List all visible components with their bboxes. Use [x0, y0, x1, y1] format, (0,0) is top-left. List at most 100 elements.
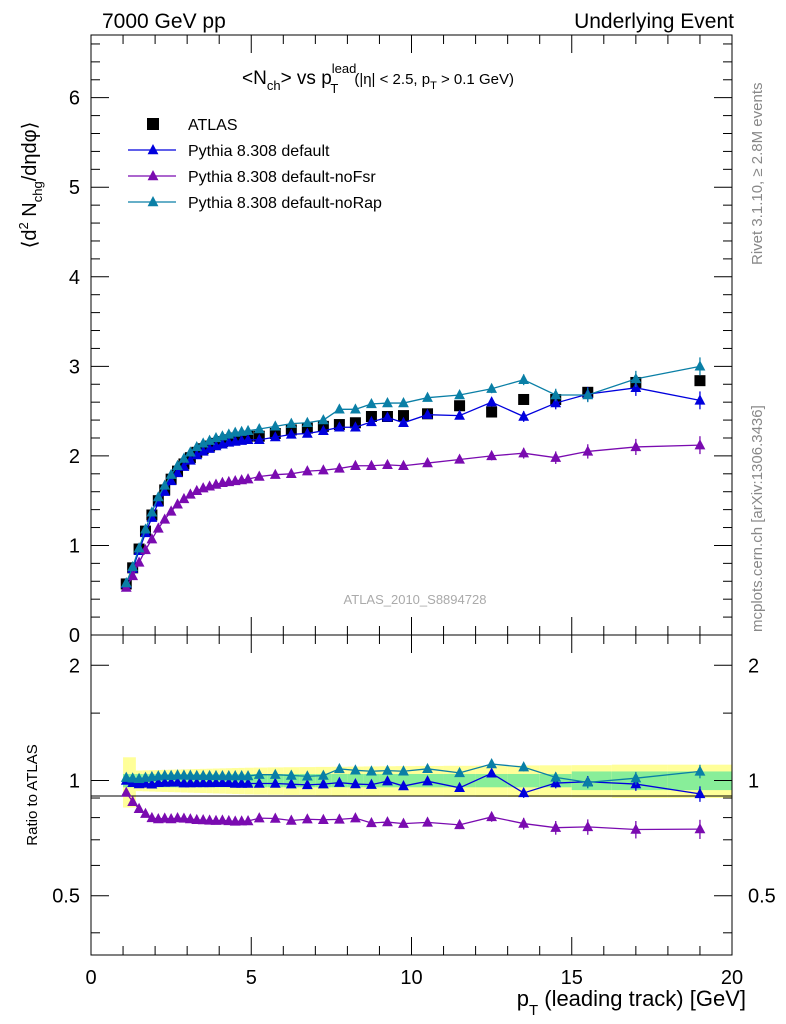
data-point [165, 474, 177, 486]
ratio-point [253, 768, 265, 779]
ratio-point [253, 777, 265, 788]
ratio-point [454, 766, 465, 778]
ratio-point [333, 762, 345, 774]
ratio-point [333, 813, 345, 824]
data-point [184, 488, 196, 499]
ratio-point [630, 823, 642, 834]
data-point [146, 533, 158, 544]
ratio-point [120, 771, 132, 782]
data-point-atlas [454, 400, 466, 412]
ratio-point [550, 771, 562, 782]
ratio-point [366, 778, 377, 789]
ratio-point [269, 768, 281, 779]
data-point [159, 479, 171, 490]
ratio-point [582, 820, 594, 832]
x-tick-label: 20 [721, 967, 743, 989]
stat-uncertainty-band [507, 773, 540, 788]
legend-label: Pythia 8.308 default [188, 143, 330, 160]
data-point [398, 416, 409, 427]
data-point [694, 360, 706, 371]
data-point [146, 506, 158, 517]
ratio-point [422, 775, 433, 786]
data-point [253, 470, 265, 481]
data-point [172, 498, 183, 509]
data-point [422, 457, 433, 468]
data-point [197, 445, 209, 456]
ratio-point [140, 807, 151, 818]
ratio-point [242, 777, 254, 788]
ratio-y-tick-label-right: 1 [748, 771, 759, 793]
data-point [382, 458, 393, 470]
plot-title: <Nch> vs plead T(|η| < 2.5, pT > 0.1 GeV) [242, 61, 514, 96]
data-point [454, 453, 465, 464]
top-panel-series [120, 357, 706, 592]
data-point [350, 459, 361, 470]
top-y-tick-label: 5 [69, 177, 80, 199]
data-point [127, 560, 139, 572]
data-point [301, 427, 313, 438]
data-point [165, 505, 177, 516]
ratio-point [223, 776, 235, 788]
ratio-panel-series [120, 758, 706, 839]
data-point [366, 415, 377, 427]
axis-ticks [90, 35, 733, 955]
data-point [140, 523, 151, 534]
data-point [191, 440, 203, 452]
data-point [191, 449, 203, 460]
ratio-point [350, 812, 361, 823]
ratio-point [301, 778, 313, 790]
data-point [285, 417, 297, 428]
ratio-point [285, 769, 297, 780]
data-point [350, 403, 361, 414]
data-point-atlas [486, 406, 498, 418]
ratio-point [172, 776, 183, 787]
ratio-point [146, 811, 158, 823]
ratio-series-3 [120, 758, 706, 789]
mcplots-reference-label: mcplots.cern.ch [arXiv:1306.3436] [749, 405, 766, 632]
top-y-tick-label: 4 [69, 267, 80, 289]
ratio-y-axis-label: Ratio to ATLAS [24, 744, 41, 845]
data-point [191, 484, 203, 496]
ratio-point [120, 786, 132, 797]
data-point [550, 397, 562, 408]
ratio-point [333, 776, 345, 787]
ratio-point [454, 818, 465, 830]
data-point [242, 433, 254, 444]
ratio-point [242, 770, 254, 781]
legend: ATLAS Pythia 8.308 default Pythia 8.308 de… [128, 117, 382, 212]
x-axis-label: pT (leading track) [GeV] [517, 986, 746, 1019]
top-y-tick-label: 0 [69, 625, 80, 647]
data-point [301, 416, 313, 427]
data-point [127, 569, 139, 581]
x-tick-label: 10 [400, 967, 422, 989]
data-point [133, 556, 145, 567]
data-point [350, 421, 361, 432]
data-point [694, 439, 706, 450]
ratio-point [486, 767, 498, 778]
ratio-point [366, 765, 377, 776]
series-line [125, 444, 700, 588]
ratio-point [382, 775, 393, 786]
legend-label: Pythia 8.308 default-noFsr [188, 169, 376, 186]
ratio-point [398, 817, 409, 828]
data-point [152, 522, 164, 533]
data-point [269, 420, 281, 431]
data-point [550, 389, 562, 400]
data-point [550, 451, 562, 462]
data-point [382, 397, 393, 408]
ratio-point [630, 772, 642, 783]
data-point [382, 411, 393, 422]
data-point [486, 449, 498, 461]
data-point [694, 394, 706, 405]
ratio-point [317, 769, 329, 780]
data-point [333, 462, 345, 473]
legend-marker [147, 170, 159, 181]
data-point [120, 577, 132, 588]
ratio-point [694, 787, 706, 799]
ratio-point [486, 810, 498, 822]
header-right: Underlying Event [574, 10, 734, 33]
data-point [454, 389, 465, 400]
data-point [486, 382, 498, 393]
top-y-axis-label: ⟨d2 Nchg/dηdφ⟩ [16, 122, 45, 249]
